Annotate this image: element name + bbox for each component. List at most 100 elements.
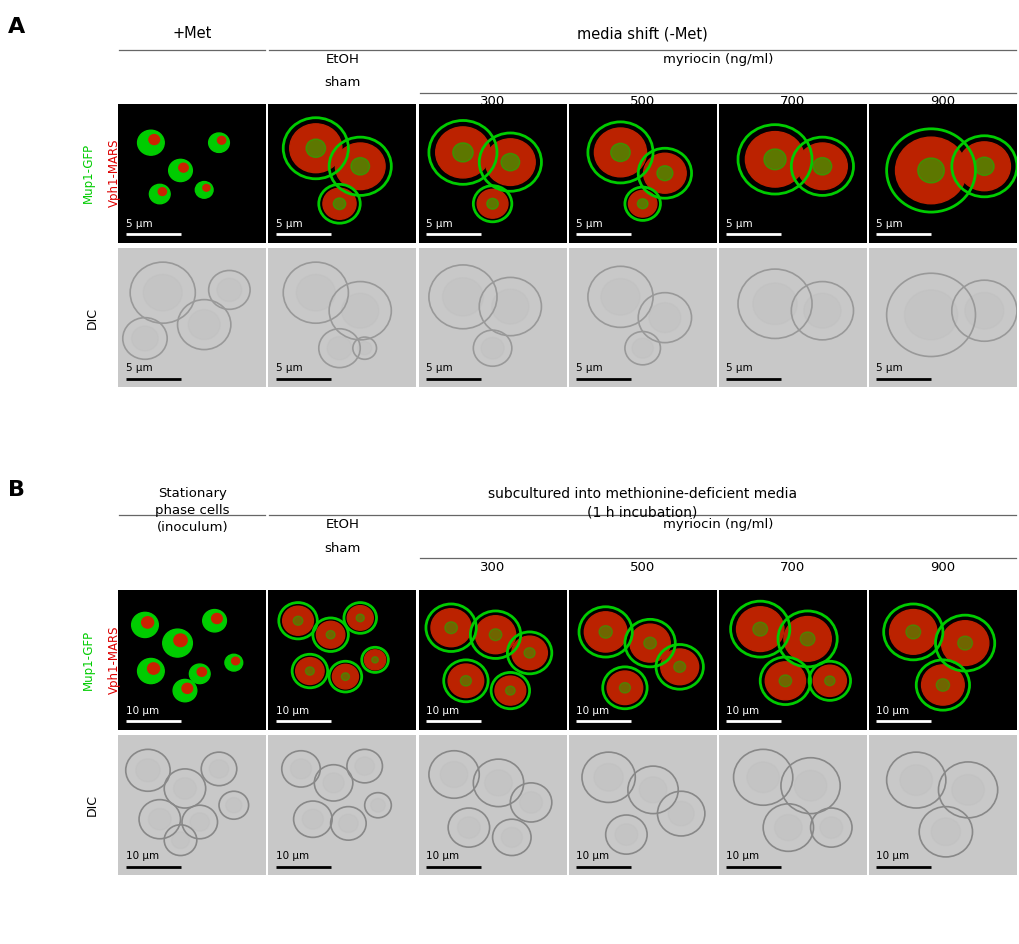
Text: 500: 500 (630, 561, 654, 574)
Circle shape (296, 275, 335, 311)
Text: Mup1-GFP: Mup1-GFP (83, 630, 95, 690)
Circle shape (610, 143, 630, 161)
Circle shape (481, 337, 503, 359)
Circle shape (745, 131, 804, 187)
Circle shape (131, 326, 158, 351)
Circle shape (964, 293, 1003, 329)
Circle shape (614, 824, 637, 845)
Circle shape (752, 622, 767, 636)
Text: 900: 900 (929, 561, 955, 574)
Circle shape (231, 657, 239, 665)
Circle shape (442, 278, 483, 316)
Text: Vph1-MARS: Vph1-MARS (108, 139, 120, 208)
Circle shape (784, 616, 830, 661)
Circle shape (323, 773, 343, 793)
Circle shape (606, 671, 642, 704)
Text: 5 μm: 5 μm (875, 219, 902, 228)
Circle shape (217, 278, 242, 301)
Text: 10 μm: 10 μm (275, 706, 309, 716)
Circle shape (346, 606, 373, 631)
Text: subcultured into methionine-deficient media: subcultured into methionine-deficient me… (488, 487, 797, 501)
Circle shape (917, 158, 944, 183)
Circle shape (637, 199, 647, 209)
Circle shape (477, 190, 507, 218)
Text: myriocin (ng/ml): myriocin (ng/ml) (662, 518, 772, 531)
Circle shape (736, 607, 784, 651)
Circle shape (163, 629, 193, 657)
Text: 500: 500 (630, 95, 654, 109)
Text: 10 μm: 10 μm (875, 706, 909, 716)
Text: 5 μm: 5 μm (125, 219, 152, 228)
Text: EtOH: EtOH (325, 53, 359, 66)
Circle shape (211, 614, 222, 624)
Circle shape (282, 606, 313, 635)
Circle shape (168, 160, 193, 181)
Circle shape (323, 188, 356, 219)
Text: 10 μm: 10 μm (426, 706, 459, 716)
Circle shape (494, 676, 525, 705)
Text: DIC: DIC (86, 794, 98, 817)
Text: 10 μm: 10 μm (426, 851, 459, 861)
Circle shape (217, 136, 225, 144)
Circle shape (447, 664, 483, 698)
Text: 700: 700 (780, 95, 805, 109)
Text: 10 μm: 10 μm (576, 851, 608, 861)
Text: EtOH: EtOH (325, 518, 359, 531)
Circle shape (812, 666, 846, 697)
Circle shape (639, 777, 666, 803)
Circle shape (973, 157, 994, 176)
Circle shape (435, 126, 490, 177)
Text: 10 μm: 10 μm (576, 706, 608, 716)
Circle shape (333, 198, 345, 210)
Circle shape (173, 778, 197, 800)
Circle shape (951, 774, 983, 805)
Text: (inoculum): (inoculum) (156, 521, 228, 534)
Text: 10 μm: 10 μm (125, 706, 159, 716)
Circle shape (779, 675, 791, 686)
Circle shape (958, 142, 1010, 191)
Circle shape (142, 616, 154, 628)
Text: 5 μm: 5 μm (726, 219, 752, 228)
Circle shape (889, 610, 936, 654)
Text: Vph1-MARS: Vph1-MARS (108, 626, 120, 694)
Circle shape (181, 683, 193, 694)
Circle shape (584, 612, 627, 652)
Text: 10 μm: 10 μm (726, 851, 758, 861)
Text: phase cells: phase cells (155, 504, 229, 517)
Text: A: A (8, 17, 25, 37)
Text: 5 μm: 5 μm (875, 363, 902, 373)
Text: 10 μm: 10 μm (275, 851, 309, 861)
Circle shape (444, 622, 457, 633)
Circle shape (306, 139, 325, 158)
Circle shape (458, 817, 480, 838)
Circle shape (794, 770, 826, 801)
Text: 900: 900 (929, 95, 955, 109)
Circle shape (460, 676, 471, 686)
Text: sham: sham (324, 542, 361, 555)
Circle shape (195, 181, 213, 198)
Circle shape (500, 153, 519, 171)
Text: 10 μm: 10 μm (726, 706, 758, 716)
Circle shape (452, 143, 473, 162)
Circle shape (486, 198, 498, 210)
Circle shape (225, 654, 243, 671)
Text: 10 μm: 10 μm (875, 851, 909, 861)
Circle shape (371, 657, 378, 663)
Circle shape (519, 792, 542, 813)
Circle shape (752, 283, 797, 325)
Circle shape (632, 338, 653, 358)
Circle shape (485, 139, 535, 185)
Circle shape (197, 667, 206, 676)
Text: 5 μm: 5 μm (275, 363, 303, 373)
Text: 5 μm: 5 μm (125, 363, 152, 373)
Circle shape (803, 294, 841, 329)
Circle shape (190, 664, 210, 683)
Circle shape (173, 634, 187, 647)
Text: sham: sham (324, 76, 361, 90)
Circle shape (189, 310, 220, 340)
Circle shape (440, 762, 468, 787)
Circle shape (209, 760, 228, 778)
Circle shape (358, 342, 371, 355)
Circle shape (524, 648, 535, 658)
Circle shape (138, 659, 164, 683)
